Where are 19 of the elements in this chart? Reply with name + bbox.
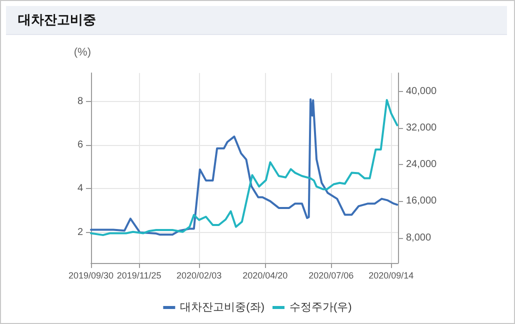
legend-label: 대차잔고비중(좌)	[180, 302, 264, 314]
y-axis-title: (%)	[74, 46, 91, 58]
y-tick-label: 8	[77, 96, 84, 107]
y2-tick-label: 40,000	[406, 86, 438, 97]
y2-tick-label: 16,000	[406, 196, 438, 207]
x-tick-label: 2020/04/20	[242, 270, 288, 280]
y-tick-label: 2	[77, 226, 84, 238]
x-tick-label: 2020/09/14	[368, 270, 414, 280]
y2-tick-label: 24,000	[406, 159, 438, 170]
x-tick-label: 2019/09/30	[68, 270, 114, 280]
y2-tick-label: 8,000	[406, 232, 432, 244]
x-tick-label: 2020/07/06	[308, 270, 354, 280]
x-tick-label: 2020/02/03	[176, 270, 222, 280]
legend-label: 수정주가(우)	[290, 302, 352, 314]
y-tick-label: 4	[77, 183, 84, 194]
y2-tick-label: 32,000	[406, 122, 438, 134]
chart-title: 대차잔고비중	[6, 6, 507, 35]
y-tick-label: 6	[77, 140, 84, 151]
x-tick-label: 2019/11/25	[116, 270, 162, 280]
